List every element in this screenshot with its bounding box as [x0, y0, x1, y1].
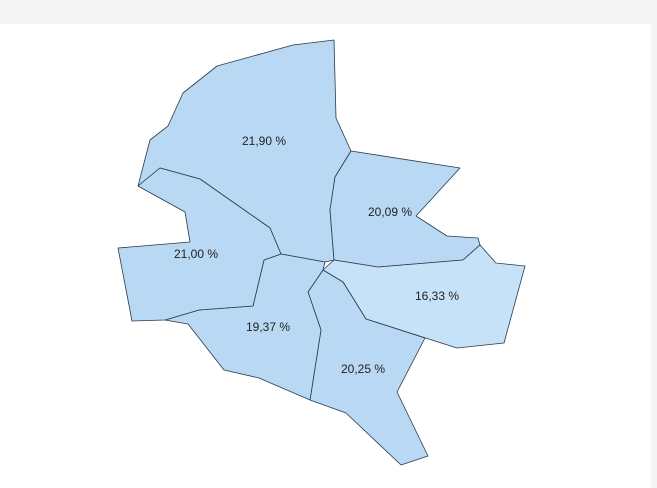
map: 21,90 % 20,09 % 16,33 % 20,25 % 19,37 % … — [0, 24, 651, 488]
region — [117, 167, 282, 322]
region-label: 19,37 % — [246, 320, 290, 334]
region-label: 16,33 % — [415, 289, 459, 303]
region-label: 21,00 % — [174, 247, 218, 261]
region-label: 20,25 % — [341, 362, 385, 376]
region-label: 21,90 % — [242, 134, 286, 148]
region-label: 20,09 % — [368, 205, 412, 219]
